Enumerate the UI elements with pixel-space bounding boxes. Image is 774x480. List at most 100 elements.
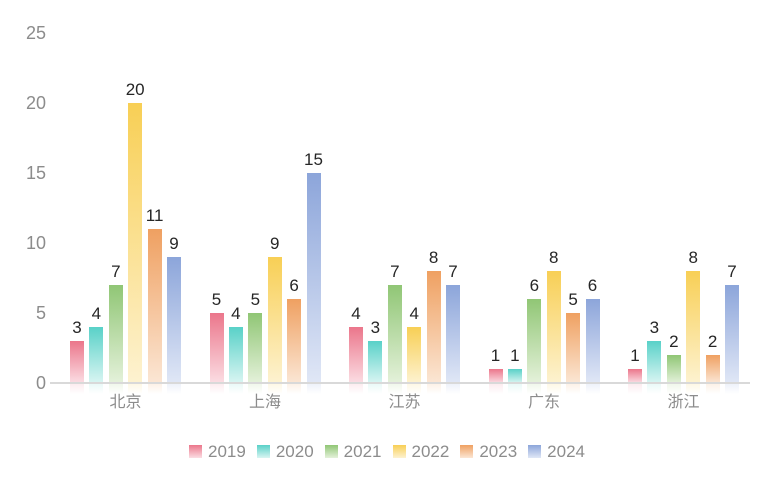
bar-2020-广东 [507,369,522,383]
bar-2021-北京 [108,285,123,383]
bar-2019-北京 [70,341,84,383]
bar-reflection [248,384,263,394]
bar-value-label: 6 [529,276,540,295]
bar-2023-上海 [287,299,302,383]
y-tick-label: 15 [25,163,46,183]
bar-2019-上海 [209,313,224,383]
bar-2020-浙江 [647,341,662,383]
bar-reflection [167,384,181,394]
legend-label: 2019 [208,441,246,461]
bar-2024-广东 [585,299,600,383]
bar-reflection [108,384,123,394]
bar-value-label: 2 [669,332,679,351]
bar-value-label: 1 [490,346,501,365]
bar-value-label: 9 [169,234,179,253]
bar-reflection [705,384,720,394]
bar-value-label: 7 [111,262,121,281]
x-axis-label-上海: 上海 [248,394,281,411]
legend-item-2019: 2019 [189,443,246,460]
x-axis-label-北京: 北京 [109,394,142,411]
bar-2023-浙江 [705,355,720,383]
bar-value-label: 5 [568,290,578,309]
bar-2024-浙江 [725,285,739,383]
x-axis-label-广东: 广东 [527,394,560,411]
bar-2021-上海 [248,313,263,383]
bar-reflection [368,384,383,394]
legend-item-2024: 2024 [528,443,585,460]
y-tick-label: 0 [35,373,46,393]
bar-2023-江苏 [426,271,441,383]
bar-value-label: 4 [351,304,361,323]
bar-reflection [426,384,441,394]
bar-2022-江苏 [407,327,422,383]
bar-reflection [228,384,243,394]
bar-value-label: 7 [448,262,458,281]
x-axis-label-江苏: 江苏 [388,394,421,411]
bar-reflection [647,384,662,394]
bar-value-label: 3 [649,318,660,337]
bar-value-label: 5 [211,290,222,309]
legend-item-2022: 2022 [392,441,450,461]
bar-reflection [287,384,302,394]
bar-value-label: 1 [510,346,520,365]
legend-swatch-icon [392,444,406,458]
bar-2023-广东 [566,313,581,383]
bar-reflection [488,384,503,394]
legend: 2019 2020 2021 2022 2023 2024 [0,438,774,464]
bar-reflection [566,384,581,394]
bar-reflection [507,384,522,394]
legend-label: 2024 [547,441,585,461]
bar-2022-广东 [546,271,561,383]
legend-swatch-icon [460,444,474,458]
legend-item-2021: 2021 [324,441,382,461]
bar-value-label: 8 [688,248,698,267]
bar-2021-浙江 [666,355,681,383]
bar-reflection [306,384,321,394]
bar-value-label: 9 [269,234,280,253]
bar-2020-上海 [228,327,243,383]
bar-2023-北京 [147,229,162,383]
legend-swatch-icon [528,444,542,458]
bar-reflection [585,384,600,394]
bar-value-label: 3 [370,318,381,337]
bar-reflection [387,384,402,394]
bar-reflection [349,384,363,394]
bar-2022-北京 [128,103,143,383]
bar-reflection [628,384,642,394]
y-tick-label: 5 [35,303,46,323]
x-axis-line [50,382,750,384]
bar-reflection [725,384,739,394]
bar-reflection [666,384,681,394]
bar-value-label: 15 [304,150,323,169]
bar-reflection [70,384,84,394]
bar-2024-江苏 [446,285,460,383]
legend-item-2023: 2023 [460,443,517,460]
bar-reflection [686,384,701,394]
bar-value-label: 20 [125,80,145,99]
bar-value-label: 4 [91,304,102,323]
bar-reflection [267,384,282,394]
bar-reflection [209,384,224,394]
bar-value-label: 7 [727,262,737,281]
legend-label: 2021 [343,441,382,461]
bar-value-label: 3 [72,318,82,337]
bar-value-label: 6 [587,276,598,295]
bar-2024-北京 [167,257,181,383]
bar-2020-北京 [89,327,104,383]
x-axis-label-浙江: 浙江 [667,394,700,411]
bar-value-label: 1 [630,346,640,365]
bar-2021-江苏 [387,285,402,383]
bar-value-label: 4 [231,304,241,323]
legend-item-2020: 2020 [256,443,314,460]
bar-reflection [527,384,542,394]
bar-2021-广东 [527,299,542,383]
y-tick-label: 25 [25,23,46,43]
bar-reflection [89,384,104,394]
bar-value-label: 2 [707,332,718,351]
bar-value-label: 6 [289,276,299,295]
bar-2022-浙江 [686,271,701,383]
legend-swatch-icon [324,444,338,458]
bar-2019-浙江 [628,369,642,383]
legend-label: 2022 [411,441,450,461]
